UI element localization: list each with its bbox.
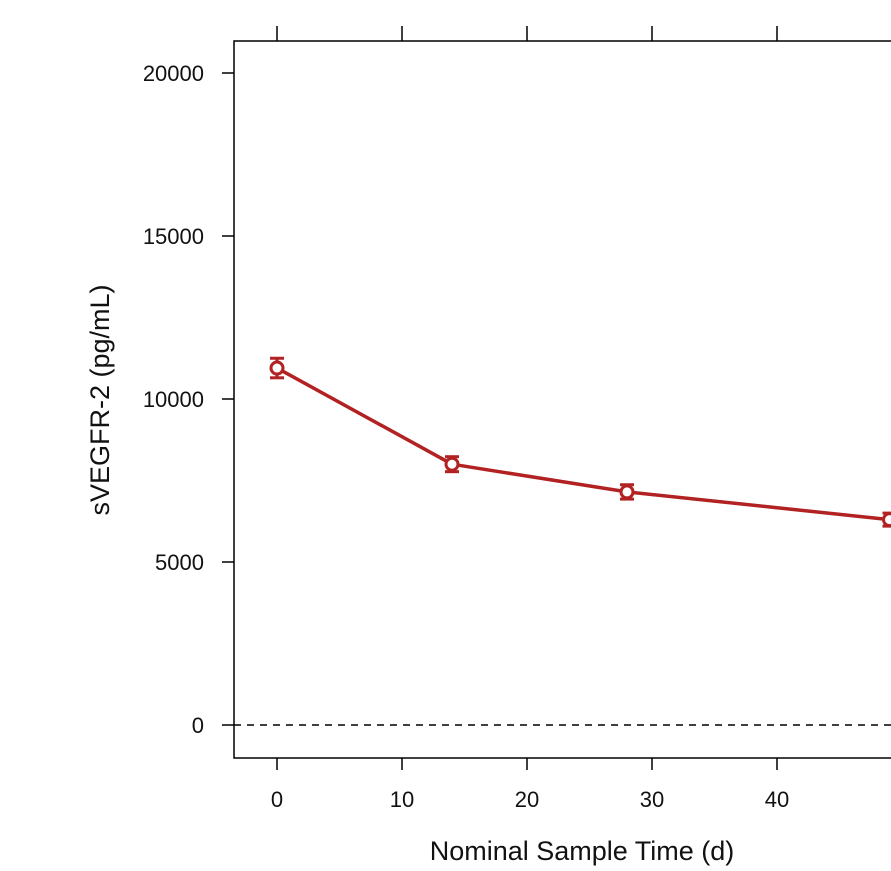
data-point — [882, 512, 891, 528]
x-tick-label: 0 — [271, 787, 283, 812]
plot-area — [234, 356, 891, 726]
y-tick-label: 5000 — [155, 550, 204, 575]
x-tick-label: 10 — [390, 787, 414, 812]
x-tick-label: 30 — [640, 787, 664, 812]
data-point — [444, 456, 460, 472]
x-axis-label: Nominal Sample Time (d) — [430, 836, 735, 866]
x-tick-label: 20 — [515, 787, 539, 812]
series-line — [276, 366, 890, 522]
data-point — [269, 360, 285, 376]
y-tick-label: 10000 — [143, 387, 204, 412]
y-tick-label: 15000 — [143, 224, 204, 249]
axes: 050001000015000200000102030405 — [143, 26, 891, 812]
y-axis-label: sVEGFR-2 (pg/mL) — [85, 284, 115, 515]
y-tick-label: 20000 — [143, 61, 204, 86]
x-tick-label: 40 — [765, 787, 789, 812]
data-point — [619, 484, 635, 500]
y-tick-label: 0 — [192, 713, 204, 738]
